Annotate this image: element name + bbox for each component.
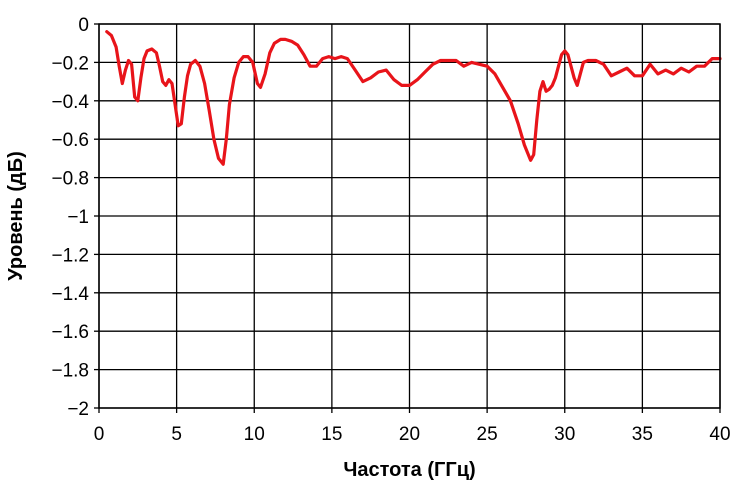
x-tick-label: 15 [321,424,342,445]
plot-frame [98,23,721,409]
y-tick-label: 0 [78,15,89,36]
y-axis-title: Уровень (дБ) [5,151,27,281]
series-line [105,30,722,166]
grid [98,23,721,409]
y-tick-label: −0.2 [51,53,89,74]
y-tick-label: −1.8 [51,361,89,382]
x-tick-label: 25 [477,424,498,445]
y-tick-label: −1.6 [51,322,89,343]
series-layer [105,30,722,166]
tick-marks [94,23,721,413]
y-tick-label: −0.6 [51,130,89,151]
y-tick-label: −0.8 [51,169,89,190]
x-tick-label: 20 [399,424,420,445]
x-tick-labels: 0 5 10 15 20 25 30 35 40 [94,424,731,445]
x-tick-label: 5 [171,424,182,445]
y-tick-label: −1.2 [51,245,89,266]
y-tick-label: −2 [67,399,89,420]
x-tick-label: 0 [94,424,105,445]
y-tick-label: −1.4 [51,284,89,305]
x-tick-label: 10 [244,424,265,445]
y-tick-label: −1 [67,207,89,228]
x-axis-title: Частота (ГГц) [343,459,475,481]
y-tick-label: −0.4 [51,92,89,113]
x-tick-label: 35 [632,424,653,445]
x-tick-label: 30 [554,424,575,445]
x-tick-label: 40 [709,424,730,445]
y-tick-labels: 0 −0.2 −0.4 −0.6 −0.8 −1 −1.2 −1.4 −1.6 −1.8 −2 [51,15,89,420]
